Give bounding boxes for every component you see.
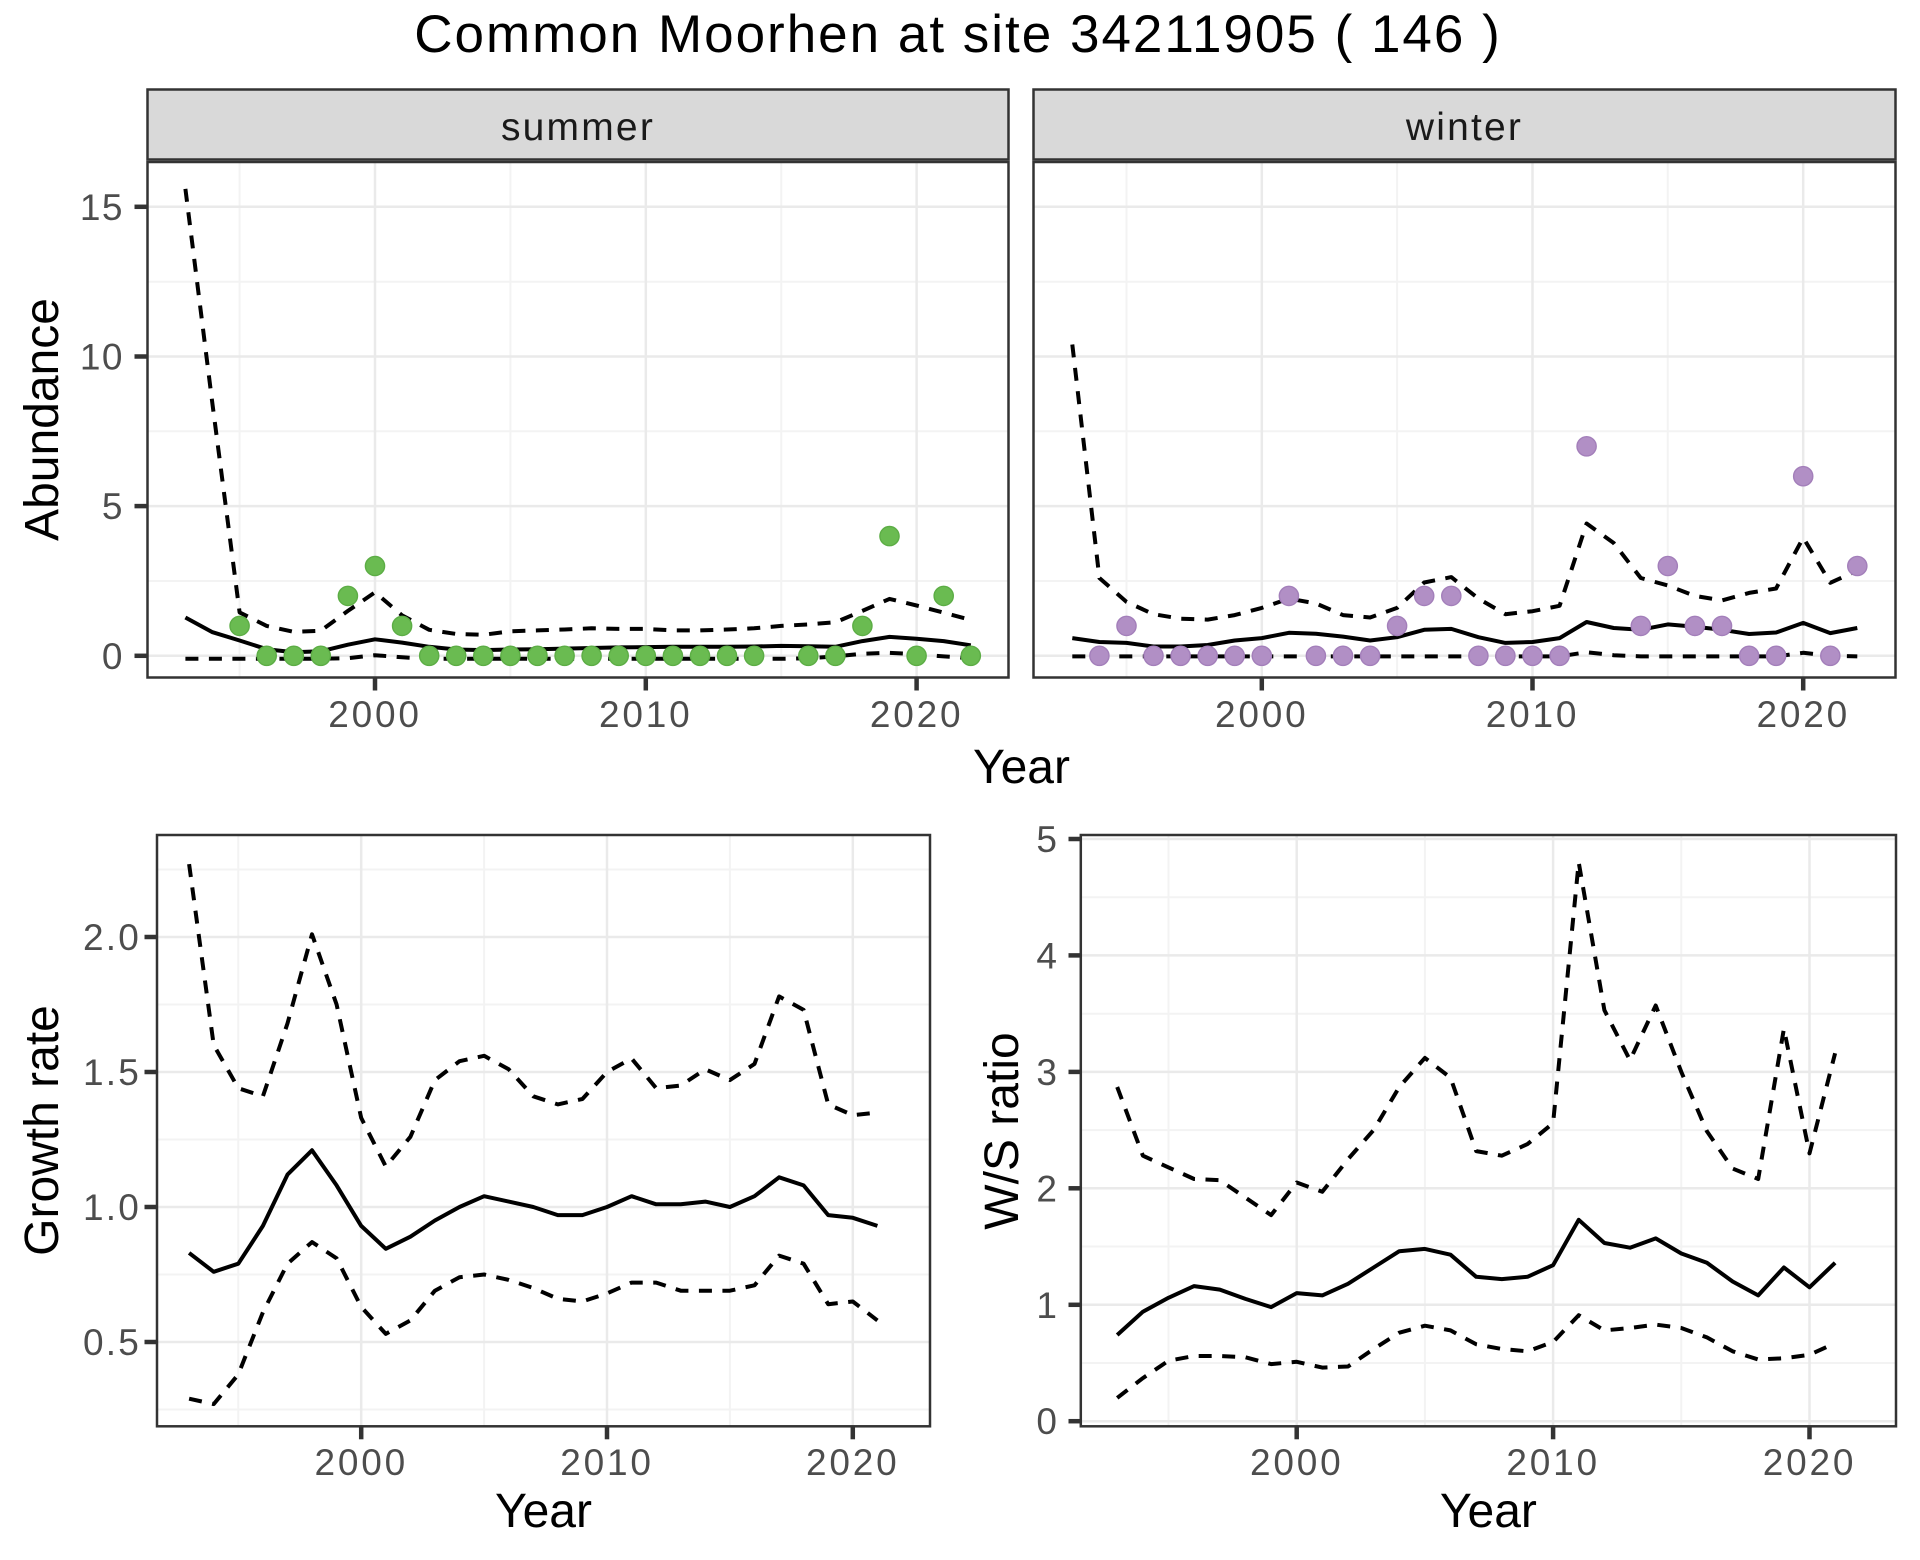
svg-text:Year: Year bbox=[495, 1485, 592, 1538]
svg-text:2000: 2000 bbox=[1250, 1442, 1344, 1483]
svg-text:0.5: 0.5 bbox=[83, 1322, 141, 1363]
svg-text:Year: Year bbox=[973, 741, 1070, 794]
svg-text:3: 3 bbox=[1036, 1052, 1057, 1093]
svg-text:2000: 2000 bbox=[1215, 694, 1309, 735]
svg-text:0: 0 bbox=[102, 636, 124, 677]
svg-text:2010: 2010 bbox=[599, 694, 693, 735]
svg-text:Common Moorhen at site 3421190: Common Moorhen at site 34211905 ( 146 ) bbox=[414, 5, 1502, 64]
svg-text:10: 10 bbox=[80, 337, 124, 378]
svg-text:1.5: 1.5 bbox=[83, 1052, 141, 1093]
svg-text:2020: 2020 bbox=[806, 1442, 900, 1483]
svg-text:2010: 2010 bbox=[560, 1442, 654, 1483]
svg-text:winter: winter bbox=[1405, 106, 1523, 149]
svg-text:2020: 2020 bbox=[1763, 1442, 1857, 1483]
svg-text:Abundance: Abundance bbox=[16, 298, 69, 541]
svg-text:2010: 2010 bbox=[1506, 1442, 1600, 1483]
svg-text:2020: 2020 bbox=[1756, 694, 1850, 735]
svg-text:1: 1 bbox=[1036, 1285, 1057, 1326]
svg-text:5: 5 bbox=[102, 486, 124, 527]
svg-text:W/S ratio: W/S ratio bbox=[976, 1032, 1029, 1229]
svg-text:2: 2 bbox=[1036, 1168, 1057, 1209]
svg-text:2000: 2000 bbox=[328, 694, 422, 735]
svg-text:4: 4 bbox=[1036, 935, 1057, 976]
svg-text:0: 0 bbox=[1036, 1401, 1057, 1442]
svg-text:Year: Year bbox=[1440, 1485, 1537, 1538]
svg-text:1.0: 1.0 bbox=[83, 1187, 141, 1228]
svg-text:2010: 2010 bbox=[1486, 694, 1580, 735]
svg-text:2000: 2000 bbox=[314, 1442, 408, 1483]
svg-text:summer: summer bbox=[501, 106, 655, 149]
svg-text:2020: 2020 bbox=[870, 694, 964, 735]
svg-text:15: 15 bbox=[80, 187, 124, 228]
svg-text:2.0: 2.0 bbox=[83, 917, 141, 958]
svg-text:Growth rate: Growth rate bbox=[16, 1005, 69, 1256]
svg-text:5: 5 bbox=[1036, 819, 1057, 860]
